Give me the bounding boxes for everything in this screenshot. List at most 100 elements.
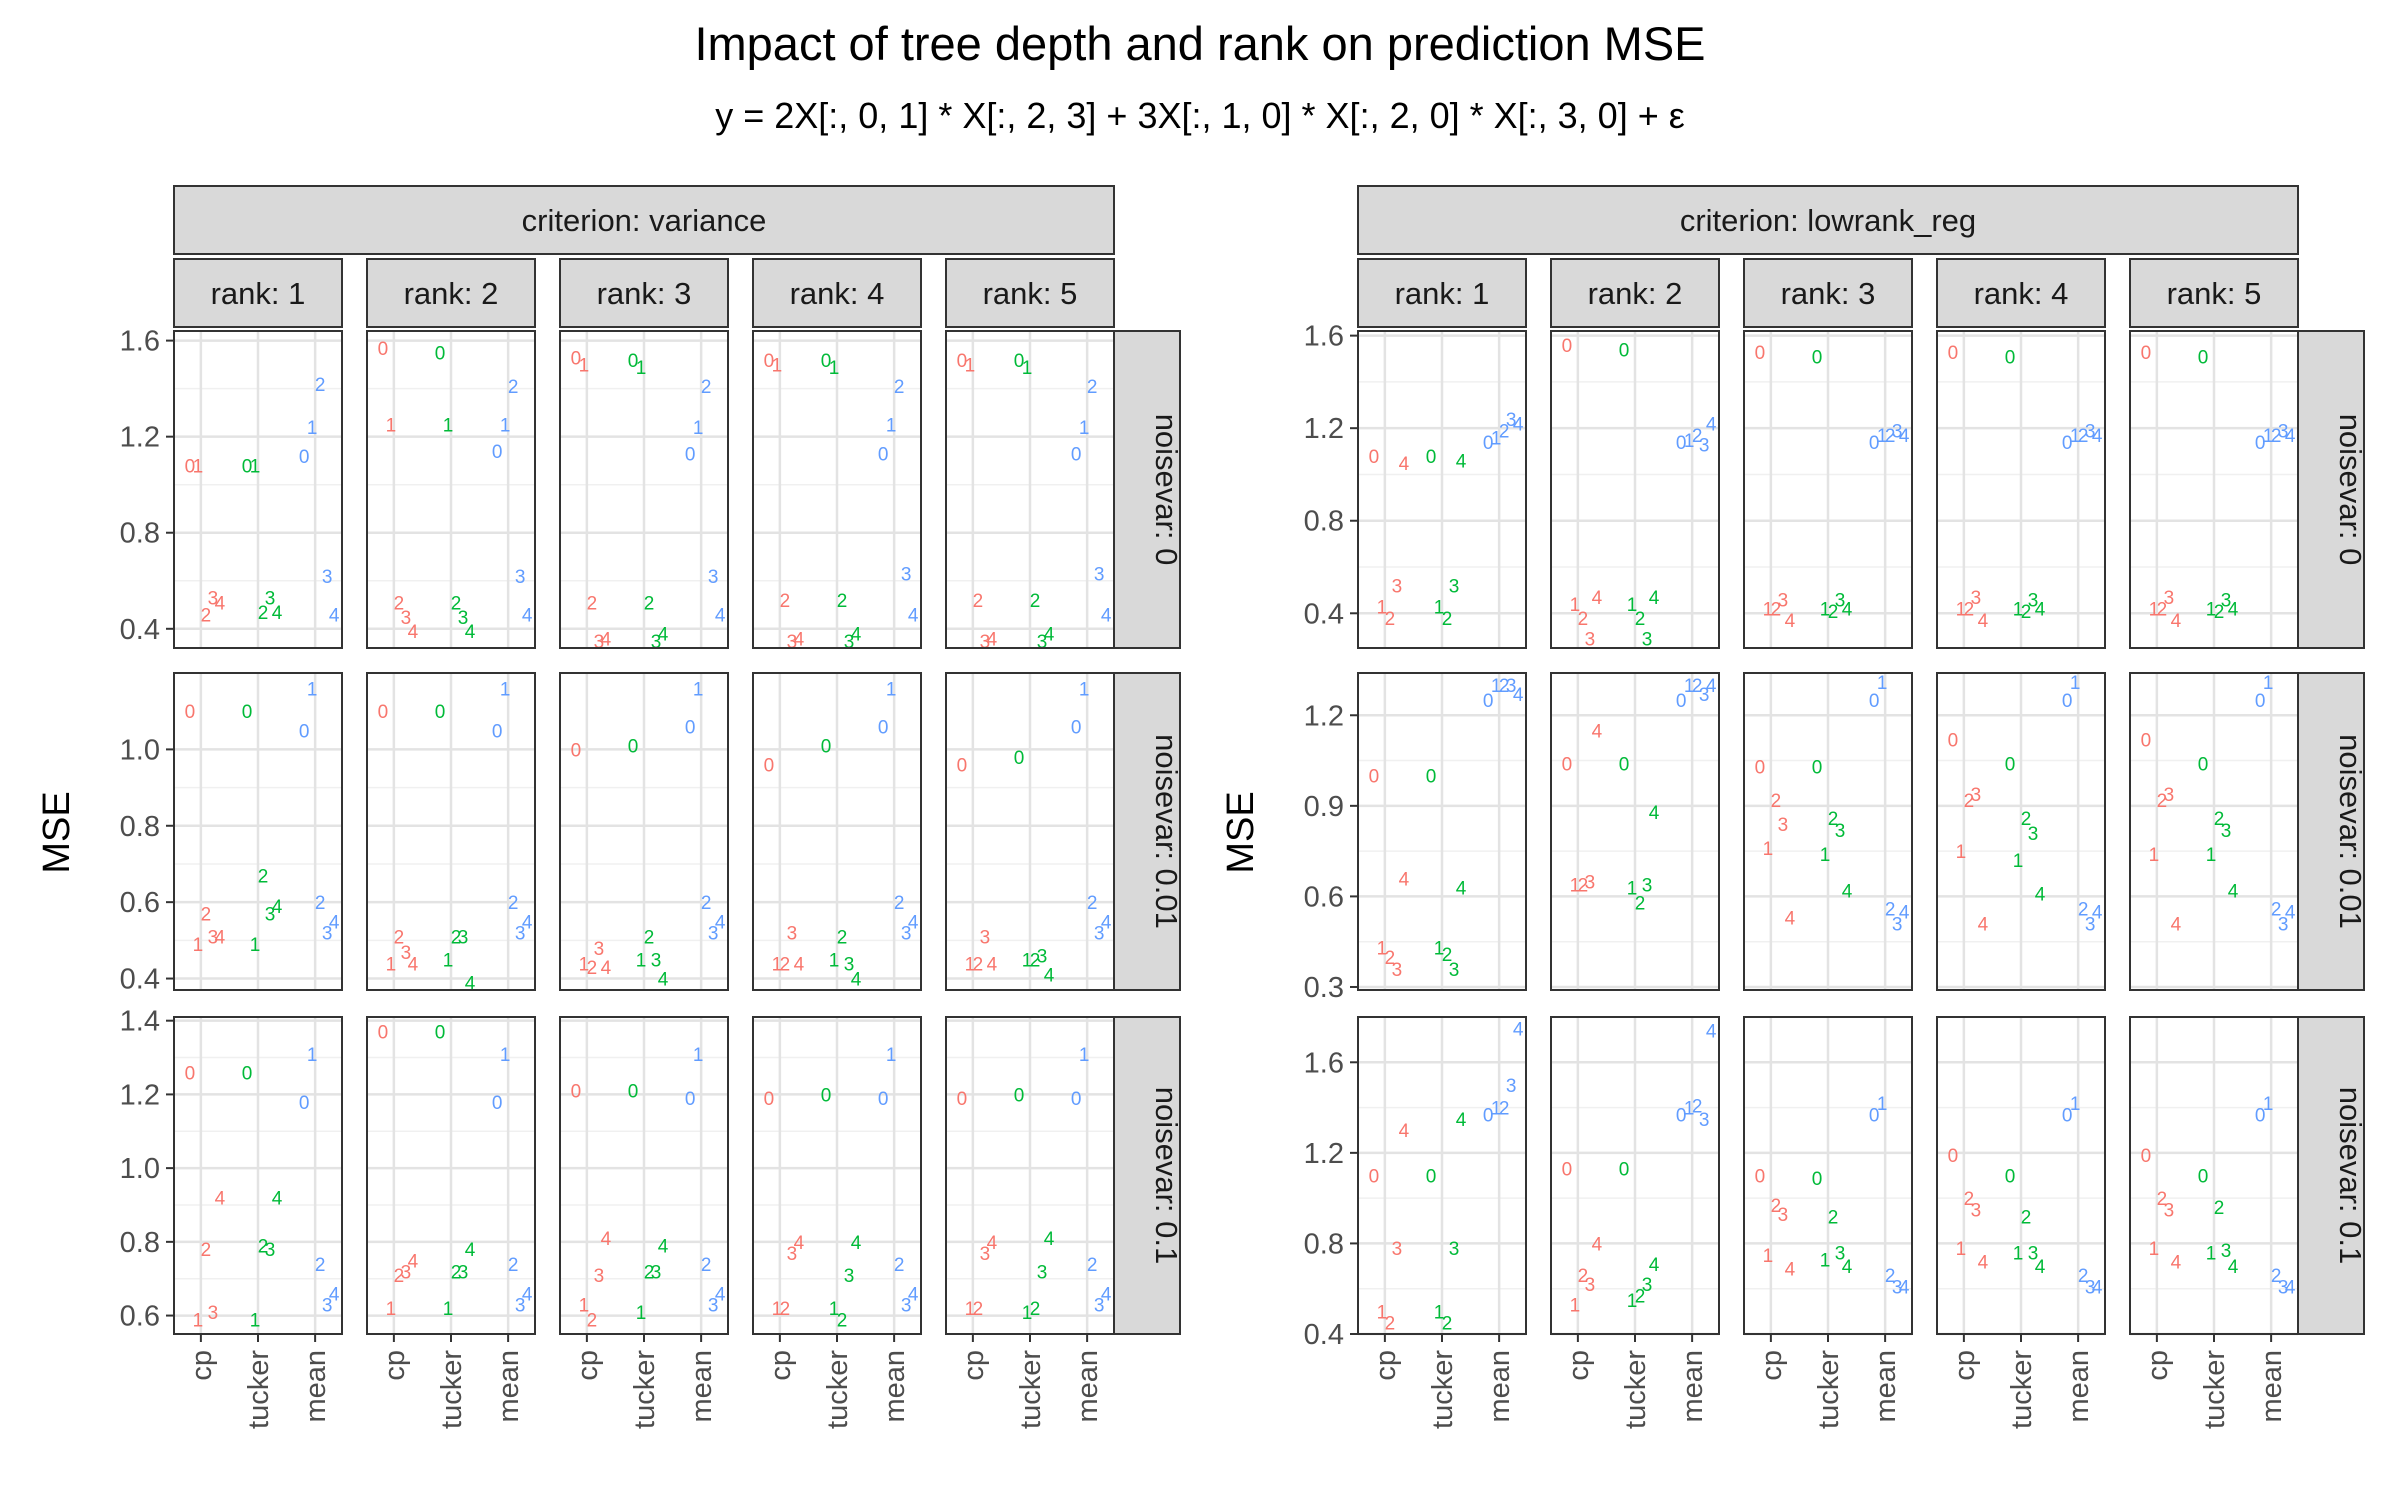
- point-mean-depth-0: 0: [2062, 691, 2073, 712]
- noisevar-strip: [1109, 1016, 1181, 1335]
- point-cp-depth-3: 3: [787, 1244, 798, 1265]
- point-cp-depth-1: 1: [1377, 939, 1388, 960]
- noisevar-strip-label: noisevar: 0: [1149, 414, 1184, 566]
- point-mean-depth-0: 0: [492, 1093, 503, 1114]
- point-tucker-depth-2: 2: [1635, 609, 1646, 630]
- point-mean-depth-2: 2: [1692, 676, 1703, 697]
- point-cp-depth-3: 3: [594, 939, 605, 960]
- point-mean-depth-4: 4: [1899, 1277, 1910, 1298]
- point-mean-depth-3: 3: [708, 924, 719, 945]
- point-mean-depth-3: 3: [1892, 1277, 1903, 1298]
- facet-block-lowrank_reg: criterion: lowrank_reg rank: 1 rank: 2 rank…: [1220, 185, 2368, 1429]
- point-mean-depth-2: 2: [508, 1255, 519, 1276]
- point-cp-depth-2: 2: [1578, 1266, 1589, 1287]
- rank-strip: [945, 258, 1115, 328]
- point-tucker-depth-1: 1: [1022, 1303, 1033, 1324]
- point-cp-depth-1: 1: [386, 954, 397, 975]
- point-tucker-depth-1: 1: [1434, 939, 1445, 960]
- noisevar-strip-group: noisevar: 0.1: [2293, 1016, 2368, 1335]
- panel-border: [1550, 330, 1720, 649]
- point-tucker-depth-3: 3: [1642, 1275, 1653, 1296]
- point-mean-depth-3: 3: [2085, 915, 2096, 936]
- point-mean-depth-3: 3: [1094, 565, 1105, 586]
- point-cp-depth-0: 0: [571, 348, 582, 369]
- noisevar-strip-group: noisevar: 0: [1109, 330, 1184, 649]
- point-tucker-depth-1: 1: [636, 950, 647, 971]
- point-tucker-depth-4: 4: [2228, 881, 2239, 902]
- x-tick-label: cp: [379, 1350, 411, 1381]
- point-tucker-depth-1: 1: [2206, 1243, 2217, 1264]
- point-tucker-depth-0: 0: [435, 344, 446, 365]
- panel-border: [366, 672, 536, 991]
- point-mean-depth-4: 4: [1513, 685, 1524, 706]
- point-tucker-depth-0: 0: [1619, 341, 1630, 362]
- point-tucker-depth-0: 0: [821, 351, 832, 372]
- point-tucker-depth-3: 3: [2221, 1241, 2232, 1262]
- point-cp-depth-3: 3: [980, 928, 991, 949]
- point-cp-depth-3: 3: [1778, 815, 1789, 836]
- point-mean-depth-3: 3: [2085, 1277, 2096, 1298]
- point-cp-depth-0: 0: [1948, 343, 1959, 364]
- point-cp-depth-4: 4: [987, 629, 998, 650]
- point-mean-depth-4: 4: [2285, 426, 2296, 447]
- point-cp-depth-3: 3: [1392, 1239, 1403, 1260]
- point-tucker-depth-3: 3: [651, 1262, 662, 1283]
- point-cp-depth-4: 4: [408, 622, 419, 643]
- point-cp-depth-1: 1: [193, 1310, 204, 1331]
- point-tucker-depth-1: 1: [829, 358, 840, 379]
- point-cp-depth-4: 4: [601, 1229, 612, 1250]
- point-cp-depth-0: 0: [2141, 343, 2152, 364]
- point-mean-depth-3: 3: [322, 1296, 333, 1317]
- y-tick-label: 1.6: [1304, 1047, 1344, 1079]
- point-cp-depth-1: 1: [1377, 1302, 1388, 1323]
- point-tucker-depth-1: 1: [1627, 878, 1638, 899]
- noisevar-strip-label: noisevar: 0.1: [1149, 1087, 1184, 1265]
- x-tick-label: cp: [1370, 1350, 1402, 1381]
- point-tucker-depth-2: 2: [1442, 1314, 1453, 1335]
- point-tucker-depth-4: 4: [465, 622, 476, 643]
- point-mean-depth-1: 1: [307, 418, 318, 439]
- point-tucker-depth-1: 1: [443, 950, 454, 971]
- noisevar-strip-label: noisevar: 0.01: [1149, 734, 1184, 929]
- point-cp-depth-0: 0: [185, 702, 196, 723]
- point-tucker-depth-4: 4: [658, 1237, 669, 1258]
- point-cp-depth-3: 3: [2164, 1200, 2175, 1221]
- point-tucker-depth-3: 3: [844, 1266, 855, 1287]
- point-mean-depth-2: 2: [2078, 1266, 2089, 1287]
- y-tick-label: 1.6: [120, 326, 160, 358]
- point-mean-depth-4: 4: [1513, 415, 1524, 436]
- point-mean-depth-2: 2: [2271, 1266, 2282, 1287]
- point-cp-depth-1: 1: [965, 954, 976, 975]
- point-cp-depth-4: 4: [215, 928, 226, 949]
- point-tucker-depth-1: 1: [250, 1310, 261, 1331]
- point-tucker-depth-3: 3: [265, 905, 276, 926]
- point-tucker-depth-0: 0: [1812, 1169, 1823, 1190]
- point-tucker-depth-0: 0: [242, 1063, 253, 1084]
- point-tucker-depth-2: 2: [1828, 602, 1839, 623]
- x-tick-label: tucker: [2006, 1350, 2038, 1429]
- rank-strip: [1743, 258, 1913, 328]
- panel-border: [1936, 330, 2106, 649]
- point-tucker-depth-1: 1: [636, 358, 647, 379]
- point-tucker-depth-4: 4: [1456, 452, 1467, 473]
- point-mean-depth-0: 0: [1483, 691, 1494, 712]
- point-mean-depth-3: 3: [708, 567, 719, 588]
- point-cp-depth-0: 0: [1562, 336, 1573, 357]
- rank-strip: [366, 258, 536, 328]
- point-cp-depth-4: 4: [408, 954, 419, 975]
- point-tucker-depth-4: 4: [2035, 600, 2046, 621]
- rank-strip: [173, 258, 343, 328]
- rank-strip: [559, 258, 729, 328]
- point-cp-depth-0: 0: [2141, 1146, 2152, 1167]
- point-cp-depth-4: 4: [1978, 611, 1989, 632]
- point-tucker-depth-4: 4: [2228, 600, 2239, 621]
- point-tucker-depth-4: 4: [658, 970, 669, 991]
- y-tick-label: 0.8: [1304, 506, 1344, 538]
- x-tick-label: cp: [2142, 1350, 2174, 1381]
